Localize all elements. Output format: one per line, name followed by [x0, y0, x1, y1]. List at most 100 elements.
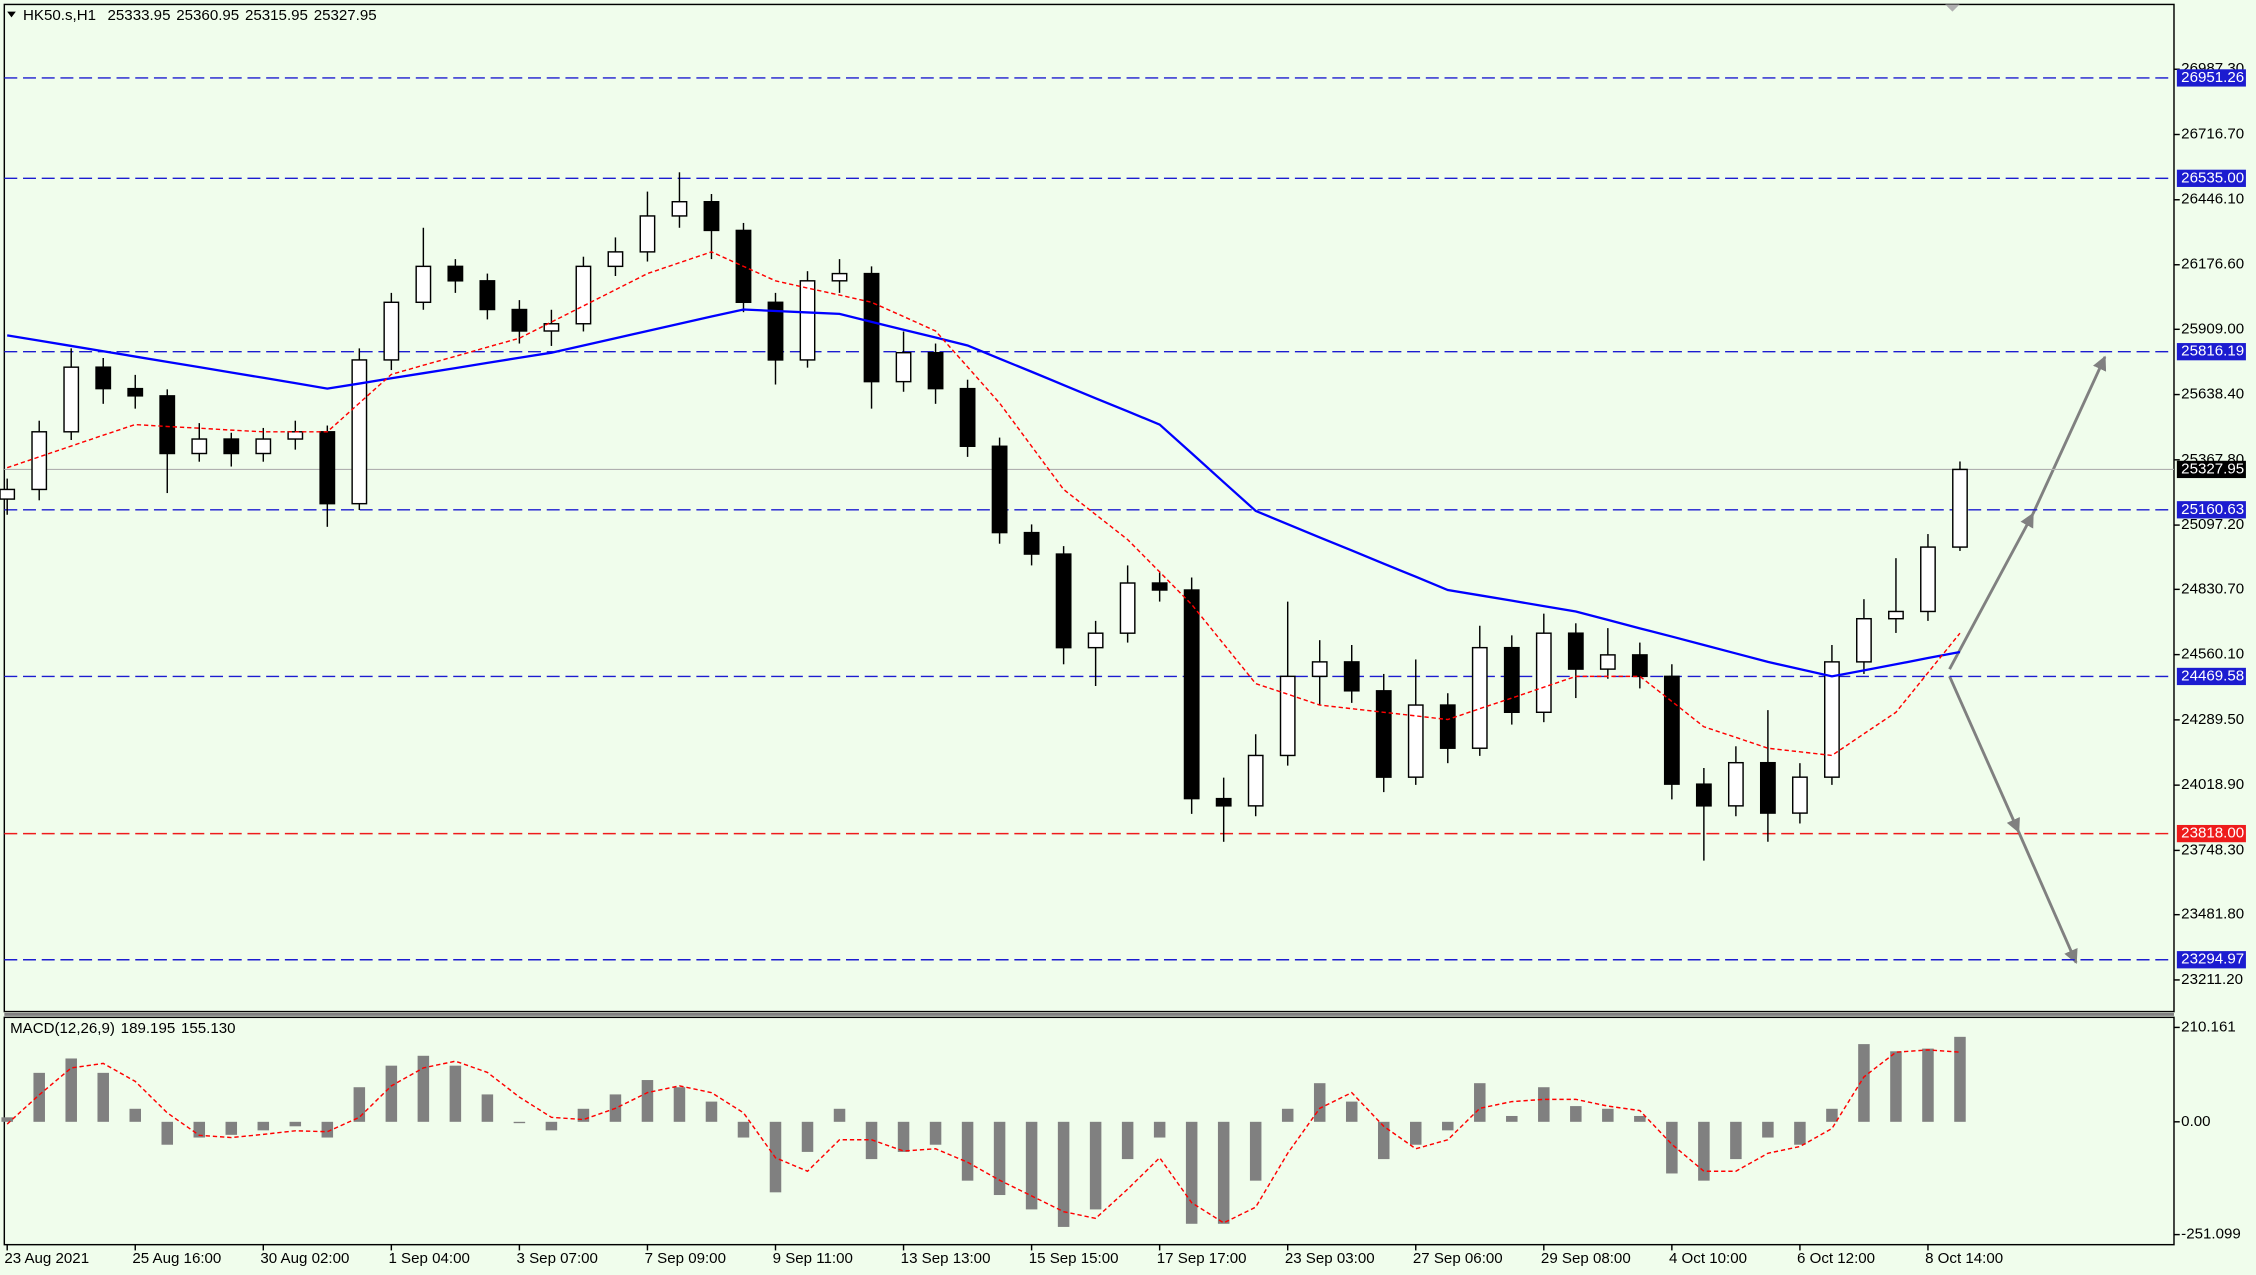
- macd-bar: [1602, 1108, 1614, 1122]
- macd-bar: [65, 1058, 77, 1122]
- x-tick-label: 15 Sep 15:00: [1029, 1250, 1119, 1267]
- macd-bar: [161, 1121, 174, 1145]
- macd-bar: [1377, 1121, 1390, 1160]
- level-label: 26951.26: [2181, 69, 2244, 86]
- macd-bar: [833, 1108, 846, 1122]
- x-tick-label: 7 Sep 09:00: [645, 1250, 726, 1267]
- y-tick-label: 24560.10: [2181, 646, 2244, 663]
- macd-bar: [385, 1065, 398, 1122]
- candle-body: [959, 387, 976, 447]
- macd-bar: [1281, 1108, 1294, 1122]
- macd-bar: [993, 1121, 1006, 1196]
- y-tick-label: 26176.60: [2181, 256, 2244, 273]
- macd-bar: [1666, 1121, 1678, 1174]
- candle-body: [1119, 582, 1136, 634]
- x-tick-label: 27 Sep 06:00: [1413, 1250, 1503, 1267]
- macd-bar: [1570, 1106, 1582, 1122]
- candle-body: [1439, 704, 1456, 749]
- macd-bar: [1954, 1036, 1966, 1122]
- level-label: 26535.00: [2181, 169, 2244, 186]
- x-tick-label: 13 Sep 13:00: [901, 1250, 991, 1267]
- macd-bar: [1474, 1083, 1486, 1122]
- level-box: [2176, 667, 2246, 686]
- candle-body: [671, 200, 688, 217]
- macd-bar: [129, 1108, 141, 1122]
- y-tick-label: 25909.00: [2181, 320, 2244, 337]
- macd-bar: [321, 1121, 334, 1138]
- candle-body: [1567, 632, 1584, 670]
- macd-bar: [33, 1072, 45, 1122]
- x-tick-label: 6 Oct 12:00: [1797, 1250, 1875, 1267]
- price-panel: [3, 3, 2175, 1013]
- x-tick-label: 25 Aug 16:00: [132, 1250, 221, 1267]
- macd-bar: [481, 1094, 494, 1122]
- y-tick-label: 23748.30: [2181, 841, 2244, 858]
- candle-body: [1183, 589, 1200, 800]
- x-tick-label: 3 Sep 07:00: [517, 1250, 598, 1267]
- moving-average: [6, 251, 1961, 757]
- candle-body: [1279, 675, 1296, 757]
- candle-body: [479, 280, 496, 311]
- candle-body: [511, 308, 528, 332]
- candle-body: [383, 301, 400, 361]
- y-tick-label: 26446.10: [2181, 191, 2244, 208]
- candle-body: [1087, 632, 1104, 649]
- symbol-title: HK50.s,H1: [23, 7, 96, 24]
- candle-body: [159, 395, 176, 455]
- candle-body: [863, 272, 880, 383]
- candle-body: [1663, 675, 1680, 785]
- macd-bar: [1217, 1121, 1230, 1224]
- candle-body: [575, 265, 592, 325]
- candle-body: [1727, 761, 1744, 807]
- level-box: [2176, 69, 2246, 87]
- arrow-up-2: [2031, 355, 2107, 515]
- macd-bar: [1249, 1121, 1262, 1181]
- macd-title: MACD(12,26,9): [10, 1020, 115, 1037]
- y-tick-label: 23211.20: [2181, 971, 2243, 988]
- shift-marker: [1945, 4, 1960, 12]
- quote-high: 25360.95: [176, 7, 239, 24]
- candle-body: [1343, 661, 1360, 692]
- macd-panel: [3, 1016, 2175, 1246]
- candle-body: [1695, 783, 1712, 807]
- candle-body: [1631, 654, 1648, 678]
- candle-body: [1055, 553, 1072, 649]
- candle-body: [287, 431, 304, 440]
- macd-bar: [1890, 1051, 1902, 1122]
- level-label: 23294.97: [2181, 951, 2244, 968]
- y-tick-label: 24830.70: [2181, 580, 2244, 597]
- macd-bar: [1025, 1121, 1038, 1210]
- macd-bar: [1442, 1121, 1454, 1131]
- candle-body: [1407, 704, 1424, 778]
- y-tick-label: 25638.40: [2181, 386, 2244, 403]
- x-tick-label: 1 Sep 04:00: [388, 1250, 469, 1267]
- candle-body: [63, 366, 80, 433]
- candle-body: [1535, 632, 1552, 714]
- macd-bar: [1922, 1048, 1934, 1122]
- level-label: 23818.00: [2181, 825, 2244, 842]
- macd-bar: [1121, 1121, 1134, 1160]
- macd-bar: [1089, 1121, 1102, 1210]
- macd-bar: [193, 1121, 206, 1138]
- macd-bar: [1313, 1083, 1326, 1122]
- candle-body: [0, 488, 16, 500]
- candle-body: [1151, 582, 1168, 591]
- candle-body: [703, 200, 720, 232]
- projection-arrows: [1948, 355, 2107, 964]
- macd-bar: [97, 1072, 109, 1122]
- macd-bar: [737, 1121, 750, 1138]
- macd-bar: [1506, 1115, 1518, 1122]
- candle-body: [1375, 690, 1392, 778]
- x-tick-label: 9 Sep 11:00: [773, 1250, 853, 1267]
- y-tick-label: 23481.80: [2181, 906, 2244, 923]
- menu-arrow[interactable]: [7, 11, 16, 18]
- x-tick-label: 30 Aug 02:00: [260, 1250, 349, 1267]
- candle-body: [191, 438, 208, 455]
- macd-bar: [545, 1121, 558, 1131]
- level-box: [2176, 343, 2246, 361]
- candle-body: [415, 265, 432, 304]
- candle-body: [1311, 661, 1328, 678]
- candle-body: [255, 438, 272, 455]
- macd-bar: [1858, 1044, 1870, 1122]
